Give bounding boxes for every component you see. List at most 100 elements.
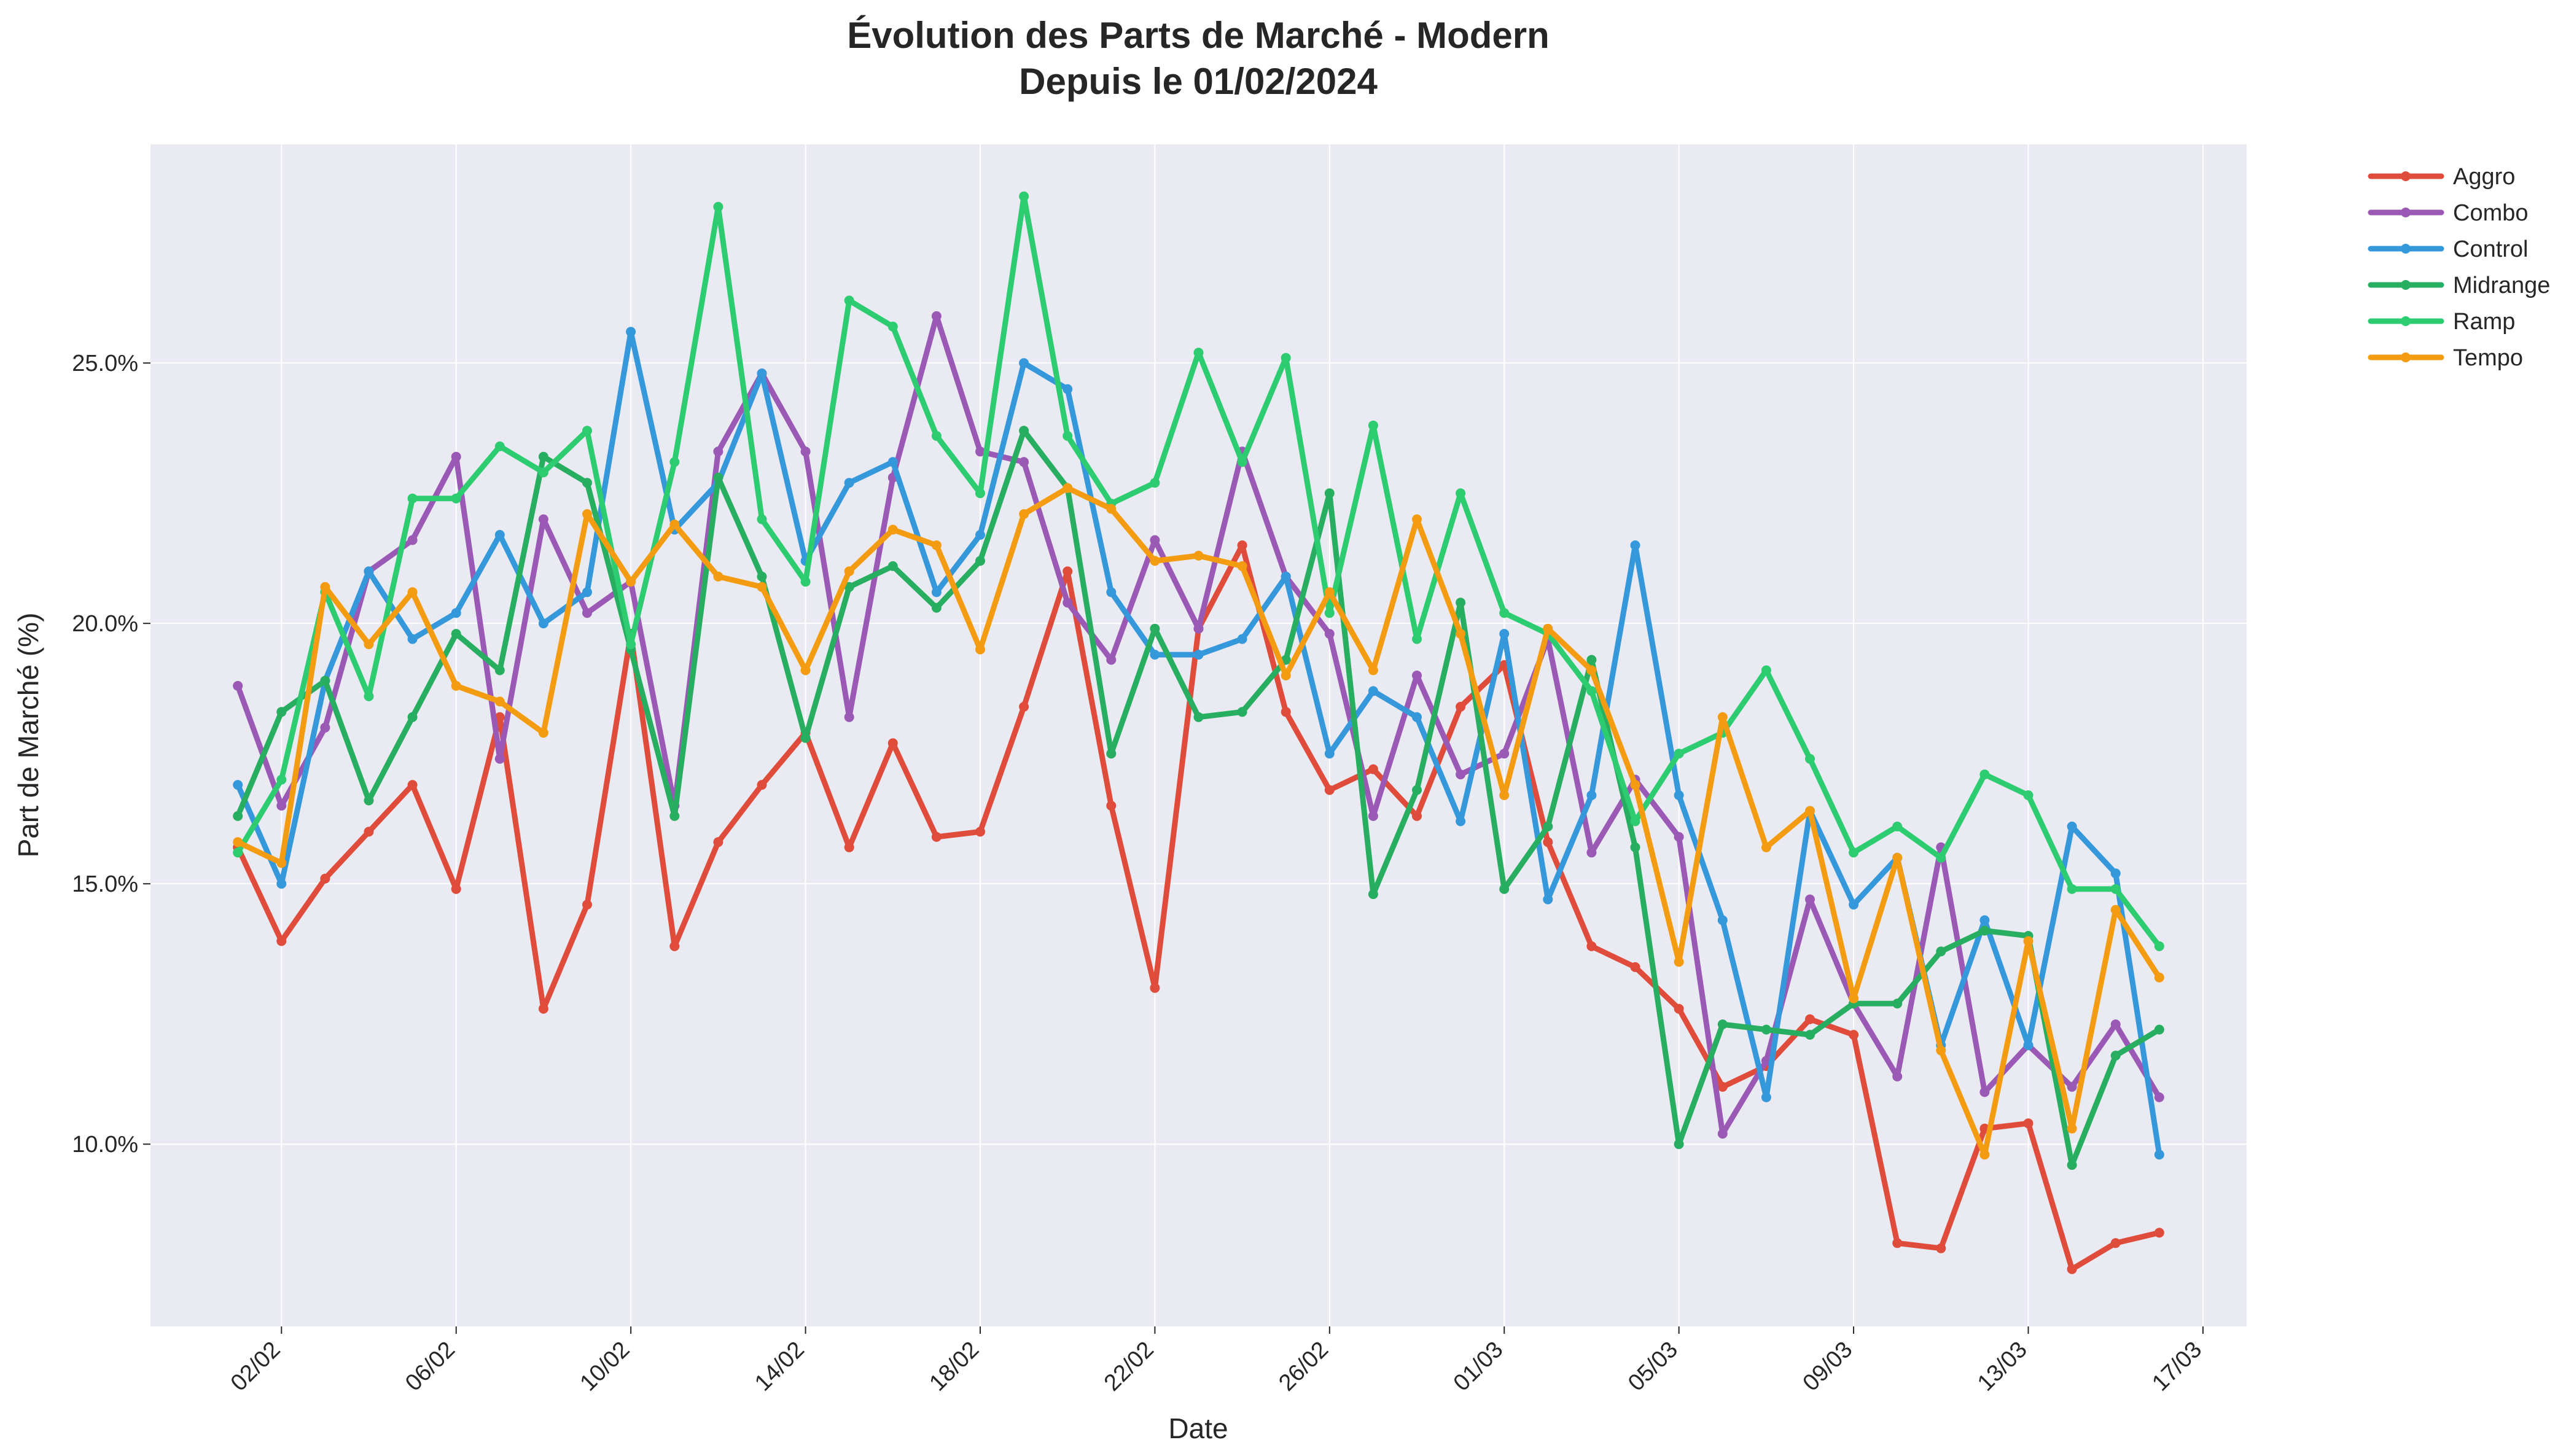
data-point-midrange — [1456, 598, 1466, 608]
data-point-midrange — [1150, 623, 1160, 634]
data-point-aggro — [320, 873, 330, 884]
data-point-combo — [1412, 671, 1422, 680]
data-point-midrange — [276, 707, 287, 717]
data-point-control — [364, 566, 374, 577]
data-point-midrange — [1630, 842, 1640, 852]
data-point-midrange — [713, 472, 723, 483]
data-point-ramp — [1237, 457, 1247, 467]
data-point-aggro — [1586, 941, 1597, 951]
data-point-combo — [320, 722, 330, 733]
data-point-midrange — [1106, 749, 1117, 759]
chart-subtitle: Depuis le 01/02/2024 — [1019, 61, 1378, 102]
data-point-tempo — [1456, 629, 1466, 639]
x-tick-label: 14/02 — [750, 1337, 809, 1396]
data-point-combo — [1499, 749, 1510, 759]
data-point-ramp — [1412, 634, 1422, 644]
legend-marker-ramp — [2401, 316, 2411, 326]
legend-label-control: Control — [2453, 236, 2529, 262]
legend-item-tempo: Tempo — [2368, 345, 2523, 371]
data-point-midrange — [975, 556, 985, 566]
data-point-control — [1586, 790, 1597, 800]
data-point-tempo — [1019, 509, 1029, 520]
data-point-midrange — [800, 733, 811, 743]
legend-item-ramp: Ramp — [2368, 309, 2515, 335]
data-point-control — [1543, 894, 1553, 905]
data-point-ramp — [1019, 191, 1029, 201]
data-point-combo — [975, 446, 985, 457]
x-tick-label: 10/02 — [575, 1337, 635, 1396]
data-point-midrange — [757, 571, 767, 582]
legend-marker-aggro — [2401, 171, 2411, 181]
data-point-combo — [2154, 1092, 2164, 1102]
data-point-midrange — [1979, 925, 1990, 936]
data-point-tempo — [1805, 806, 1815, 816]
data-point-ramp — [1456, 488, 1466, 499]
legend-item-aggro: Aggro — [2368, 164, 2515, 190]
data-point-ramp — [626, 639, 636, 650]
data-point-ramp — [407, 493, 418, 504]
data-point-combo — [276, 801, 287, 811]
data-point-tempo — [233, 837, 243, 847]
data-point-combo — [2110, 1019, 2121, 1030]
data-point-tempo — [320, 582, 330, 592]
data-point-ramp — [800, 577, 811, 587]
data-point-control — [975, 530, 985, 540]
data-point-control — [1761, 1092, 1771, 1102]
data-point-midrange — [1717, 1019, 1728, 1030]
data-point-tempo — [1237, 561, 1247, 571]
data-point-control — [538, 618, 548, 629]
data-point-ramp — [669, 457, 680, 467]
data-point-ramp — [233, 847, 243, 858]
data-point-aggro — [1849, 1030, 1859, 1040]
data-point-tempo — [364, 639, 374, 650]
data-point-control — [2110, 868, 2121, 879]
data-point-midrange — [669, 811, 680, 821]
data-point-combo — [582, 608, 592, 618]
data-point-ramp — [364, 691, 374, 701]
data-point-ramp — [1193, 348, 1204, 358]
data-point-ramp — [494, 441, 505, 451]
data-point-tempo — [2023, 936, 2034, 946]
data-point-tempo — [931, 540, 942, 550]
data-point-ramp — [276, 774, 287, 785]
data-point-aggro — [1324, 785, 1335, 795]
data-point-combo — [1456, 769, 1466, 780]
data-point-tempo — [1281, 671, 1291, 680]
data-point-aggro — [538, 1003, 548, 1014]
data-point-aggro — [975, 827, 985, 837]
data-point-midrange — [931, 602, 942, 613]
data-point-aggro — [1019, 701, 1029, 712]
data-point-control — [451, 608, 461, 618]
legend: Aggro Combo Control Midrange Ramp Tempo — [2368, 164, 2550, 371]
data-point-control — [1849, 900, 1859, 910]
x-tick-label: 26/02 — [1274, 1337, 1333, 1396]
x-tick-label: 02/02 — [226, 1337, 286, 1396]
data-point-control — [1193, 650, 1204, 660]
data-point-aggro — [451, 884, 461, 894]
data-point-midrange — [1368, 889, 1378, 900]
data-point-aggro — [1456, 701, 1466, 712]
data-point-aggro — [1630, 962, 1640, 972]
data-point-midrange — [1586, 655, 1597, 665]
data-point-tempo — [1368, 665, 1378, 675]
series-layer — [233, 191, 2164, 1274]
data-point-combo — [538, 514, 548, 524]
data-point-midrange — [1543, 821, 1553, 831]
data-point-control — [1324, 749, 1335, 759]
legend-label-midrange: Midrange — [2453, 273, 2550, 298]
data-point-tempo — [2154, 972, 2164, 983]
data-point-combo — [1193, 623, 1204, 634]
data-point-tempo — [887, 524, 898, 535]
data-point-midrange — [1193, 712, 1204, 722]
data-point-combo — [2067, 1081, 2077, 1092]
data-point-midrange — [1019, 426, 1029, 436]
data-point-tempo — [1979, 1150, 1990, 1160]
data-point-ramp — [887, 321, 898, 332]
series-midrange — [233, 426, 2164, 1170]
data-point-aggro — [1150, 983, 1160, 993]
data-point-control — [757, 368, 767, 379]
data-point-ramp — [1586, 686, 1597, 696]
data-point-tempo — [1324, 587, 1335, 598]
data-point-control — [1237, 634, 1247, 644]
